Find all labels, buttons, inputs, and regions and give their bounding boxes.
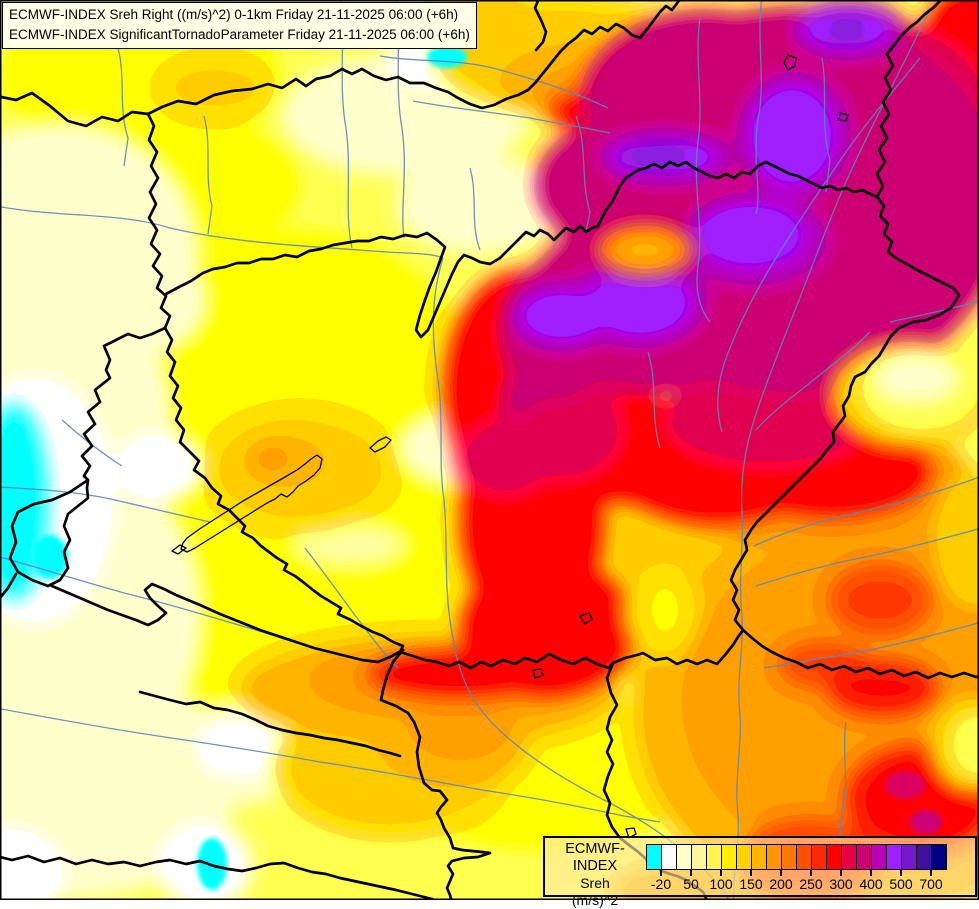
legend-swatch <box>796 844 812 870</box>
border-hungary-north <box>164 160 879 339</box>
legend-swatch <box>826 844 842 870</box>
legend-tick <box>870 870 872 876</box>
legend-tick-label: -20 <box>650 876 672 892</box>
legend-swatch <box>706 844 722 870</box>
legend-tick <box>930 870 932 876</box>
border-danube-south <box>379 648 492 900</box>
river <box>469 167 481 251</box>
border-romania <box>611 261 961 666</box>
river <box>889 300 979 323</box>
river <box>647 351 661 449</box>
legend-units: (m/s)^2 <box>571 892 619 908</box>
river <box>304 547 399 669</box>
border-ukraine <box>875 0 943 265</box>
river <box>755 331 871 431</box>
river <box>412 100 611 134</box>
legend-swatch <box>646 844 662 870</box>
border-north-branch <box>533 0 548 52</box>
river <box>0 486 211 523</box>
lake-velence <box>369 436 392 453</box>
legend-tick <box>660 870 662 876</box>
river <box>0 708 661 823</box>
river <box>432 257 730 900</box>
legend-tick <box>750 870 752 876</box>
lake-outlines <box>171 54 849 839</box>
legend-tick <box>840 870 842 876</box>
legend-colorbar <box>646 844 947 870</box>
river <box>203 115 213 235</box>
river <box>117 47 129 167</box>
legend-tick-label: 150 <box>739 876 763 892</box>
legend-swatch <box>886 844 902 870</box>
legend-swatch <box>766 844 782 870</box>
small-lake <box>579 612 593 625</box>
border-bosnia-diagonal <box>138 690 402 758</box>
river <box>733 9 931 900</box>
border-west-and-south <box>146 112 615 670</box>
legend-swatch <box>661 844 677 870</box>
legend-swatch <box>721 844 737 870</box>
legend-tick-label: 300 <box>829 876 853 892</box>
legend-tick-label: 50 <box>683 876 699 892</box>
legend-tick-label: 700 <box>919 876 943 892</box>
legend-swatch <box>676 844 692 870</box>
river <box>821 57 831 193</box>
border-southwest-loop <box>0 326 405 664</box>
legend-tick <box>720 870 722 876</box>
legend-swatch <box>916 844 932 870</box>
border-northwest-chain <box>0 0 681 128</box>
legend-swatch <box>871 844 887 870</box>
legend-tick-label: 500 <box>889 876 913 892</box>
legend-swatch <box>781 844 797 870</box>
legend-swatch <box>751 844 767 870</box>
legend-swatch <box>931 844 947 870</box>
legend-tick <box>780 870 782 876</box>
legend-box: ECMWF-INDEX Sreh (m/s)^2 -20 50 100 150 200 2… <box>543 836 977 908</box>
small-lake <box>838 112 849 122</box>
river <box>755 528 979 587</box>
legend-parameter: Sreh <box>580 875 610 891</box>
river <box>379 55 609 109</box>
legend-titles: ECMWF-INDEX Sreh (m/s)^2 <box>545 841 645 909</box>
legend-tick <box>690 870 692 876</box>
small-lake <box>532 668 544 679</box>
river <box>717 57 921 433</box>
river <box>575 115 591 233</box>
lake-balaton <box>180 454 323 553</box>
legend-swatch <box>901 844 917 870</box>
legend-swatch <box>691 844 707 870</box>
legend-tick <box>900 870 902 876</box>
legend-swatch <box>856 844 872 870</box>
legend-tick-label: 100 <box>709 876 733 892</box>
river <box>0 206 444 259</box>
legend-tick-label: 400 <box>859 876 883 892</box>
legend-tick-label: 250 <box>799 876 823 892</box>
legend-swatch <box>736 844 752 870</box>
border-serbia-romania-east <box>741 628 979 680</box>
river <box>695 17 711 323</box>
river <box>0 556 301 645</box>
legend-product: ECMWF-INDEX <box>565 841 625 874</box>
small-lake <box>783 54 797 71</box>
river <box>753 476 979 547</box>
border-bottom-chain <box>0 854 438 900</box>
title-line-1: ECMWF-INDEX Sreh Right ((m/s)^2) 0-1km F… <box>9 7 459 22</box>
title-box: ECMWF-INDEX Sreh Right ((m/s)^2) 0-1km F… <box>2 2 477 49</box>
legend-tick <box>810 870 812 876</box>
legend-swatch <box>841 844 857 870</box>
lake-sliver <box>171 544 187 555</box>
river <box>755 0 763 215</box>
legend-swatch <box>811 844 827 870</box>
small-lake <box>625 827 637 839</box>
legend-tick-label: 200 <box>769 876 793 892</box>
title-line-2: ECMWF-INDEX SignificantTornadoParameter … <box>9 27 470 42</box>
